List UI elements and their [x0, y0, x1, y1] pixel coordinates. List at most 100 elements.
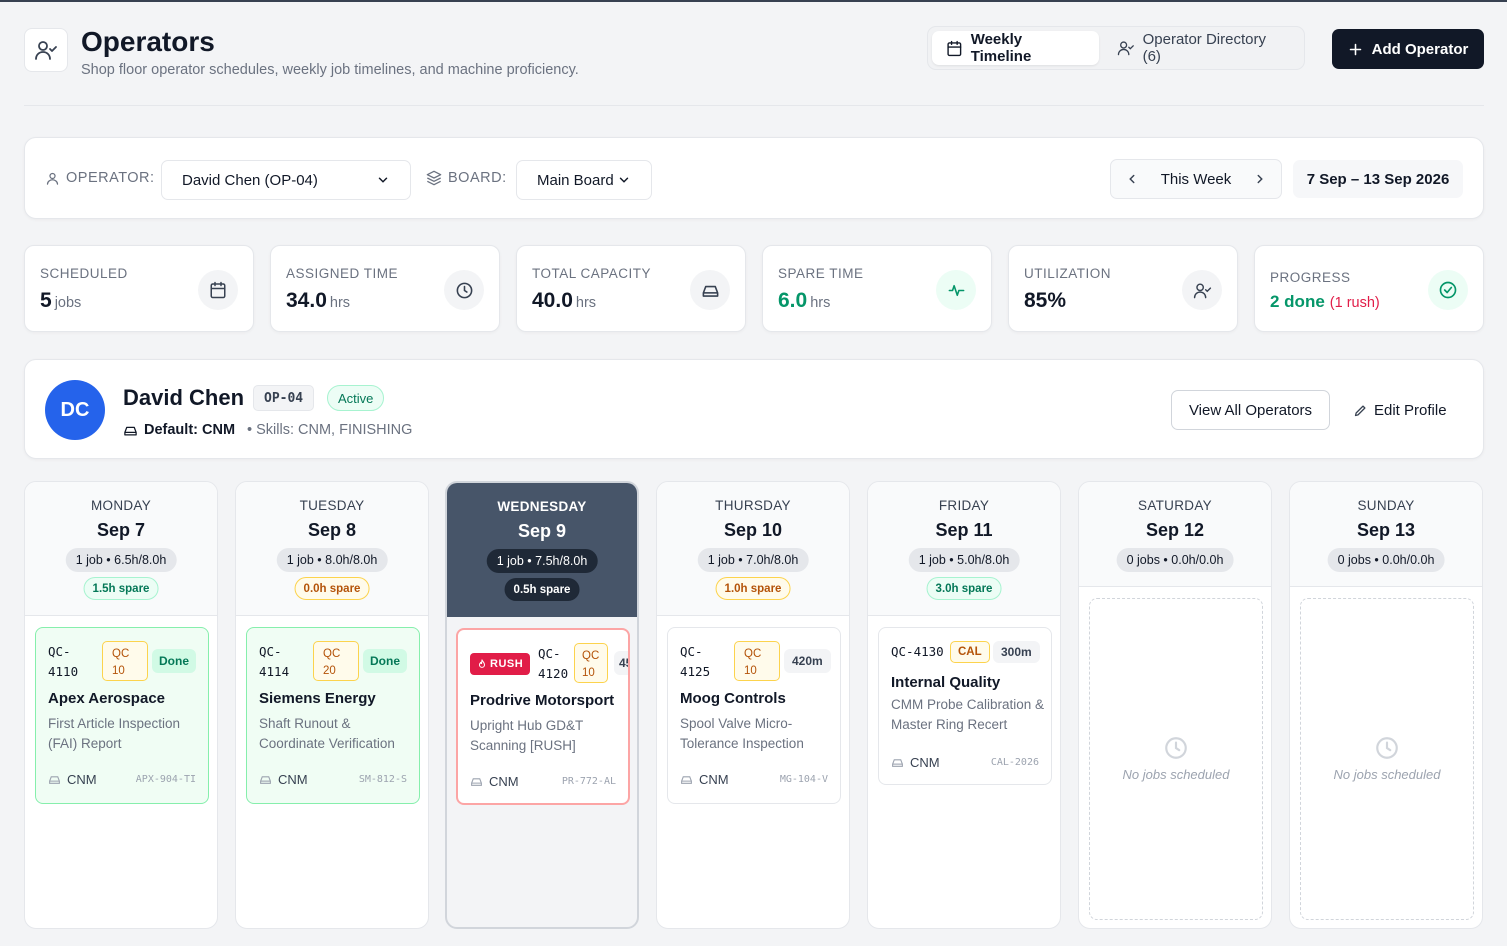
day-column-wednesday: WEDNESDAY Sep 9 1 job • 7.5h/8.0h 0.5h s…	[445, 481, 639, 929]
view-switch: Weekly Timeline Operator Directory (6)	[927, 26, 1305, 70]
week-navigator: This Week	[1110, 159, 1282, 199]
day-header: SATURDAY Sep 12 0 jobs • 0.0h/0.0h	[1079, 482, 1271, 587]
machine-icon	[260, 776, 271, 784]
machine-icon	[892, 759, 903, 767]
date-range: 7 Sep – 13 Sep 2026	[1293, 160, 1463, 198]
plus-icon	[1349, 43, 1361, 55]
operator-code-badge: OP-04	[253, 385, 315, 411]
stat-spare-time: SPARE TIME 6.0 hrs	[762, 245, 992, 332]
day-column-saturday: SATURDAY Sep 12 0 jobs • 0.0h/0.0h No jo…	[1078, 481, 1272, 929]
user-check-icon	[1117, 41, 1134, 56]
day-spare-badge: 0.5h spare	[504, 578, 580, 601]
chevron-left-icon[interactable]	[1125, 172, 1139, 186]
machine-icon	[124, 426, 137, 435]
pencil-icon	[1354, 405, 1366, 416]
day-load-badge: 1 job • 5.0h/8.0h	[908, 548, 1020, 572]
day-header: WEDNESDAY Sep 9 1 job • 7.5h/8.0h 0.5h s…	[447, 483, 637, 617]
edit-profile-button[interactable]: Edit Profile	[1353, 390, 1447, 430]
empty-message: No jobs scheduled	[1333, 767, 1441, 782]
qc-badge: QC 10	[734, 641, 780, 681]
tab-weekly-timeline[interactable]: Weekly Timeline	[932, 31, 1099, 65]
user-icon	[46, 172, 59, 185]
operator-name: David Chen	[123, 385, 245, 410]
day-load-badge: 1 job • 7.5h/8.0h	[486, 549, 598, 573]
status-badge: Active	[327, 385, 385, 411]
day-load-badge: 0 jobs • 0.0h/0.0h	[1327, 548, 1445, 572]
day-load-badge: 1 job • 6.5h/8.0h	[65, 548, 177, 572]
job-ref: PR-772-AL	[561, 776, 616, 787]
this-week-button[interactable]: This Week	[1160, 170, 1232, 188]
chevron-down-icon	[619, 177, 629, 183]
calendar-icon	[947, 40, 962, 56]
page-title: Operators	[81, 26, 215, 57]
layers-icon	[426, 170, 442, 186]
day-load-badge: 1 job • 7.0h/8.0h	[697, 548, 809, 572]
board-select[interactable]: Main Board	[516, 160, 652, 200]
duration-badge: 420m	[784, 649, 831, 673]
day-header: MONDAY Sep 7 1 job • 6.5h/8.0h 1.5h spar…	[25, 482, 217, 616]
calendar-icon	[198, 270, 238, 310]
job-card[interactable]: QC-4130 CAL 300m Internal Quality CMM Pr…	[878, 627, 1052, 785]
chevron-right-icon[interactable]	[1253, 172, 1267, 186]
add-operator-button[interactable]: Add Operator	[1332, 29, 1484, 69]
day-header: SUNDAY Sep 13 0 jobs • 0.0h/0.0h	[1290, 482, 1482, 587]
stat-scheduled: SCHEDULED 5 jobs	[24, 245, 254, 332]
qc-badge: QC 10	[102, 641, 148, 681]
machine-icon	[471, 778, 482, 786]
operator-skills: • Skills: CNM, FINISHING	[247, 422, 413, 438]
machine-icon	[690, 270, 730, 310]
empty-slot[interactable]: No jobs scheduled	[1089, 598, 1263, 920]
stat-assigned-time: ASSIGNED TIME 34.0 hrs	[270, 245, 500, 332]
operator-select[interactable]: David Chen (OP-04)	[161, 160, 411, 200]
chevron-down-icon	[378, 177, 388, 183]
page-header: Operators Shop floor operator schedules,…	[24, 26, 1484, 82]
job-card[interactable]: QC- 4114 QC 20 Done Siemens Energy Shaft R…	[246, 627, 420, 804]
job-customer: Prodrive Motorsport	[470, 692, 615, 709]
qc-badge: QC 20	[313, 641, 359, 681]
tab-label: Weekly Timeline	[970, 31, 1032, 65]
qc-badge: QC 10	[574, 643, 608, 683]
job-customer: Internal Quality	[891, 674, 1001, 691]
job-description: Spool Valve Micro-Tolerance Inspection	[680, 716, 804, 751]
stat-progress: PROGRESS 2 done (1 rush)	[1254, 245, 1484, 332]
operator-meta: Default: CNM • Skills: CNM, FINISHING	[123, 422, 412, 438]
day-spare-badge: 0.0h spare	[294, 577, 370, 600]
activity-icon	[936, 270, 976, 310]
job-ref: MG-104-V	[779, 774, 828, 785]
operator-card: DC David Chen OP-04 Active Default: CNM …	[24, 359, 1484, 459]
done-badge: Done	[363, 649, 407, 673]
job-customer: Apex Aerospace	[48, 690, 165, 707]
job-customer: Siemens Energy	[259, 690, 376, 707]
job-ref: CAL-2026	[990, 757, 1039, 768]
day-header: THURSDAY Sep 10 1 job • 7.0h/8.0h 1.0h s…	[657, 482, 849, 616]
user-check-icon	[24, 28, 68, 72]
empty-slot[interactable]: No jobs scheduled	[1300, 598, 1474, 920]
job-description: CMM Probe Calibration & Master Ring Rece…	[891, 697, 1045, 732]
rush-badge: RUSH	[470, 653, 531, 675]
add-operator-label: Add Operator	[1371, 40, 1469, 58]
flame-icon	[478, 659, 486, 668]
day-spare-badge: 1.0h spare	[715, 577, 791, 600]
job-card[interactable]: QC- 4110 QC 10 Done Apex Aerospace First A…	[35, 627, 209, 804]
operator-filter-label: OPERATOR:	[45, 170, 155, 186]
stat-utilization: UTILIZATION 85%	[1008, 245, 1238, 332]
job-customer: Moog Controls	[680, 690, 786, 707]
job-ref: APX-904-TI	[135, 774, 196, 785]
day-spare-badge: 1.5h spare	[83, 577, 159, 600]
job-card[interactable]: QC- 4125 QC 10 420m Moog Controls Spool Va…	[667, 627, 841, 804]
job-description: Shaft Runout & Coordinate Verification	[259, 716, 395, 751]
header-divider	[24, 105, 1484, 106]
day-column-monday: MONDAY Sep 7 1 job • 6.5h/8.0h 1.5h spar…	[24, 481, 218, 929]
page-subtitle: Shop floor operator schedules, weekly jo…	[81, 62, 579, 78]
tab-operator-directory[interactable]: Operator Directory (6)	[1103, 31, 1300, 65]
stat-total-capacity: TOTAL CAPACITY 40.0 hrs	[516, 245, 746, 332]
machine-icon	[49, 776, 60, 784]
job-description: First Article Inspection (FAI) Report	[48, 716, 181, 751]
day-column-tuesday: TUESDAY Sep 8 1 job • 8.0h/8.0h 0.0h spa…	[235, 481, 429, 929]
clock-icon	[1376, 737, 1398, 759]
day-load-badge: 0 jobs • 0.0h/0.0h	[1116, 548, 1234, 572]
cal-badge: CAL	[950, 641, 990, 663]
view-all-operators-button[interactable]: View All Operators	[1171, 390, 1330, 430]
duration-badge: 300m	[993, 641, 1040, 663]
